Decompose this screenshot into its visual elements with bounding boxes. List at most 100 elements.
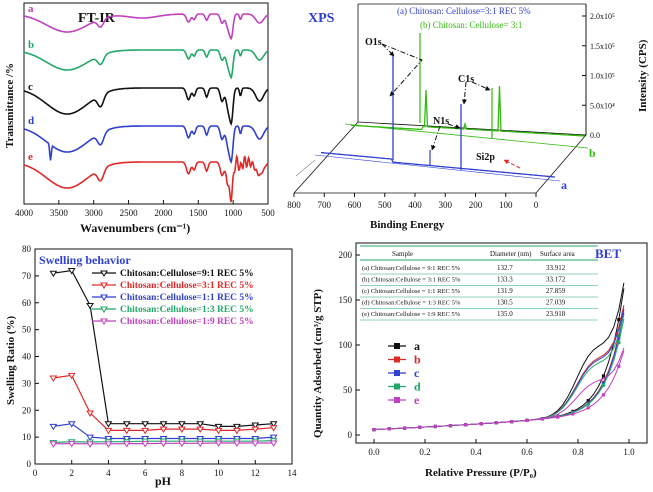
xps-series-a-label: a [561, 178, 567, 192]
bet-table-row-area: 33.912 [546, 264, 566, 272]
swelling-ylabel: Swelling Ratio (%) [5, 315, 17, 405]
ftir-trace-label-b: b [28, 39, 34, 51]
bet-table-header-area: Surface area [540, 250, 576, 258]
xps-ytick-label: 0.0 [590, 131, 600, 140]
swelling-ytick-label: 40 [22, 352, 32, 362]
bet-point-e [418, 425, 422, 429]
bet-table-row-label: (c) Chitosan:Cellulose = 1:1 REC 5% [362, 288, 461, 295]
swelling-ytick-label: 80 [22, 244, 32, 254]
swelling-legend-label-2: Chitosan:Cellulose=1:1 REC 5% [120, 293, 254, 303]
xps-xtick-label: 0 [534, 200, 539, 210]
bet-panel: BET Quantity Adsorbed (cm³/g STP) Relati… [312, 242, 648, 479]
swelling-point [122, 427, 131, 435]
ftir-trace-d [23, 125, 269, 164]
swelling-point [177, 421, 186, 428]
bet-desorption-c [475, 308, 625, 425]
bet-table: Sample Diameter (nm) Surface area (a) Chito… [360, 245, 598, 321]
xps-peak-arrows [381, 43, 491, 151]
xps-xtick-label: 400 [408, 200, 422, 210]
bet-title: BET [595, 246, 621, 261]
swelling-ytick-label: 50 [22, 325, 32, 335]
swelling-point [104, 441, 113, 448]
bet-ytick-label: 50 [343, 385, 353, 395]
xps-peak-n1s: N1s [433, 116, 449, 127]
swelling-ytick-label: 0 [27, 459, 32, 469]
xps-legend-b: (b) Chitosan: Cellulose= 3:1 [420, 20, 522, 30]
bet-ylabel: Quantity Adsorbed (cm³/g STP) [312, 289, 324, 438]
bet-legend-label-d: d [414, 380, 421, 394]
swelling-legend-marker [100, 306, 108, 313]
bet-axes: 0.0 0.2 0.4 0.6 0.8 1.0 0 50 100 150 200 [339, 250, 636, 457]
xps-title: XPS [308, 11, 335, 26]
ftir-trace-label-e: e [28, 151, 33, 163]
swelling-point [214, 440, 223, 448]
swelling-xtick-label: 4 [106, 468, 111, 478]
bet-xtick-label: 0.8 [572, 447, 584, 457]
bet-point-c [601, 381, 606, 385]
swelling-point [67, 441, 76, 448]
swelling-point [49, 270, 58, 278]
swelling-point [104, 421, 113, 428]
bet-point-e [494, 421, 498, 425]
swelling-point [196, 426, 205, 434]
bet-point-e [540, 417, 544, 421]
bet-adsorption-e [373, 350, 625, 431]
xps-ytick-label: 5.0x10⁴ [590, 101, 615, 110]
bet-table-row-area: 27.039 [546, 299, 566, 307]
ftir-xtick-label: 1500 [189, 208, 208, 218]
xps-si2p-arrow [503, 159, 521, 169]
swelling-point [214, 427, 223, 435]
swelling-point [104, 427, 113, 435]
swelling-xtick-label: 8 [180, 468, 185, 478]
ftir-xtick-label: 3000 [85, 208, 104, 218]
swelling-point [177, 440, 186, 448]
swelling-point [196, 421, 205, 428]
bet-point-e [586, 406, 590, 410]
xps-xtick-label: 500 [378, 200, 392, 210]
bet-legend-marker [394, 397, 400, 403]
xps-peak-o1s: O1s [365, 37, 382, 48]
swelling-panel: Swelling behavior Swelling Ratio (%) pH … [5, 244, 297, 488]
swelling-point [196, 440, 205, 448]
swelling-ytick-label: 10 [22, 432, 32, 442]
xps-legend-a: (a) Chitosan: Cellulose=3:1 REC 5% [397, 6, 531, 16]
bet-xtick-label: 0.2 [419, 447, 430, 457]
swelling-xtick-label: 14 [288, 468, 298, 478]
swelling-point [49, 375, 58, 382]
bet-point-e [479, 422, 483, 426]
swelling-ytick-label: 20 [22, 405, 32, 415]
bet-table-row-diameter: 133.3 [497, 276, 513, 284]
swelling-point [67, 421, 76, 428]
swelling-point [177, 426, 186, 434]
bet-table-row-diameter: 135.0 [497, 310, 513, 318]
swelling-legend-label-3: Chitosan:Cellulose=1:3 REC 5% [120, 305, 254, 315]
xps-ytick-label: 2.0x10⁵ [590, 12, 615, 21]
xps-peak-si2p: Si2p [476, 152, 495, 163]
swelling-point [269, 421, 278, 428]
swelling-point [49, 441, 58, 448]
swelling-point [269, 425, 278, 432]
bet-point-e [510, 420, 514, 424]
xps-peak-c1s: C1s [458, 74, 474, 85]
swelling-point [251, 426, 260, 434]
bet-point-e [433, 424, 437, 429]
swelling-point [122, 441, 131, 448]
ftir-trace-c [23, 87, 269, 126]
ftir-traces: a b c d e [23, 3, 269, 203]
bet-legend-marker [394, 383, 400, 390]
swelling-ytick-label: 60 [22, 298, 32, 308]
swelling-point [233, 423, 241, 431]
swelling-legend-marker [100, 318, 108, 325]
bet-xtick-label: 1.0 [623, 447, 635, 457]
bet-desorption-e [475, 347, 625, 425]
bet-table-row-diameter: 130.5 [497, 299, 513, 307]
xps-xticks: 800 700 600 500 400 300 200 100 0 [287, 193, 539, 210]
swelling-point [251, 422, 260, 430]
bet-ytick-label: 0 [348, 430, 353, 440]
bet-point-e [601, 393, 606, 397]
bet-legend-label-c: c [414, 366, 420, 380]
xps-xlabel: Binding Energy [370, 219, 445, 231]
swelling-title: Swelling behavior [39, 253, 131, 267]
bet-legend-label-b: b [414, 353, 421, 367]
